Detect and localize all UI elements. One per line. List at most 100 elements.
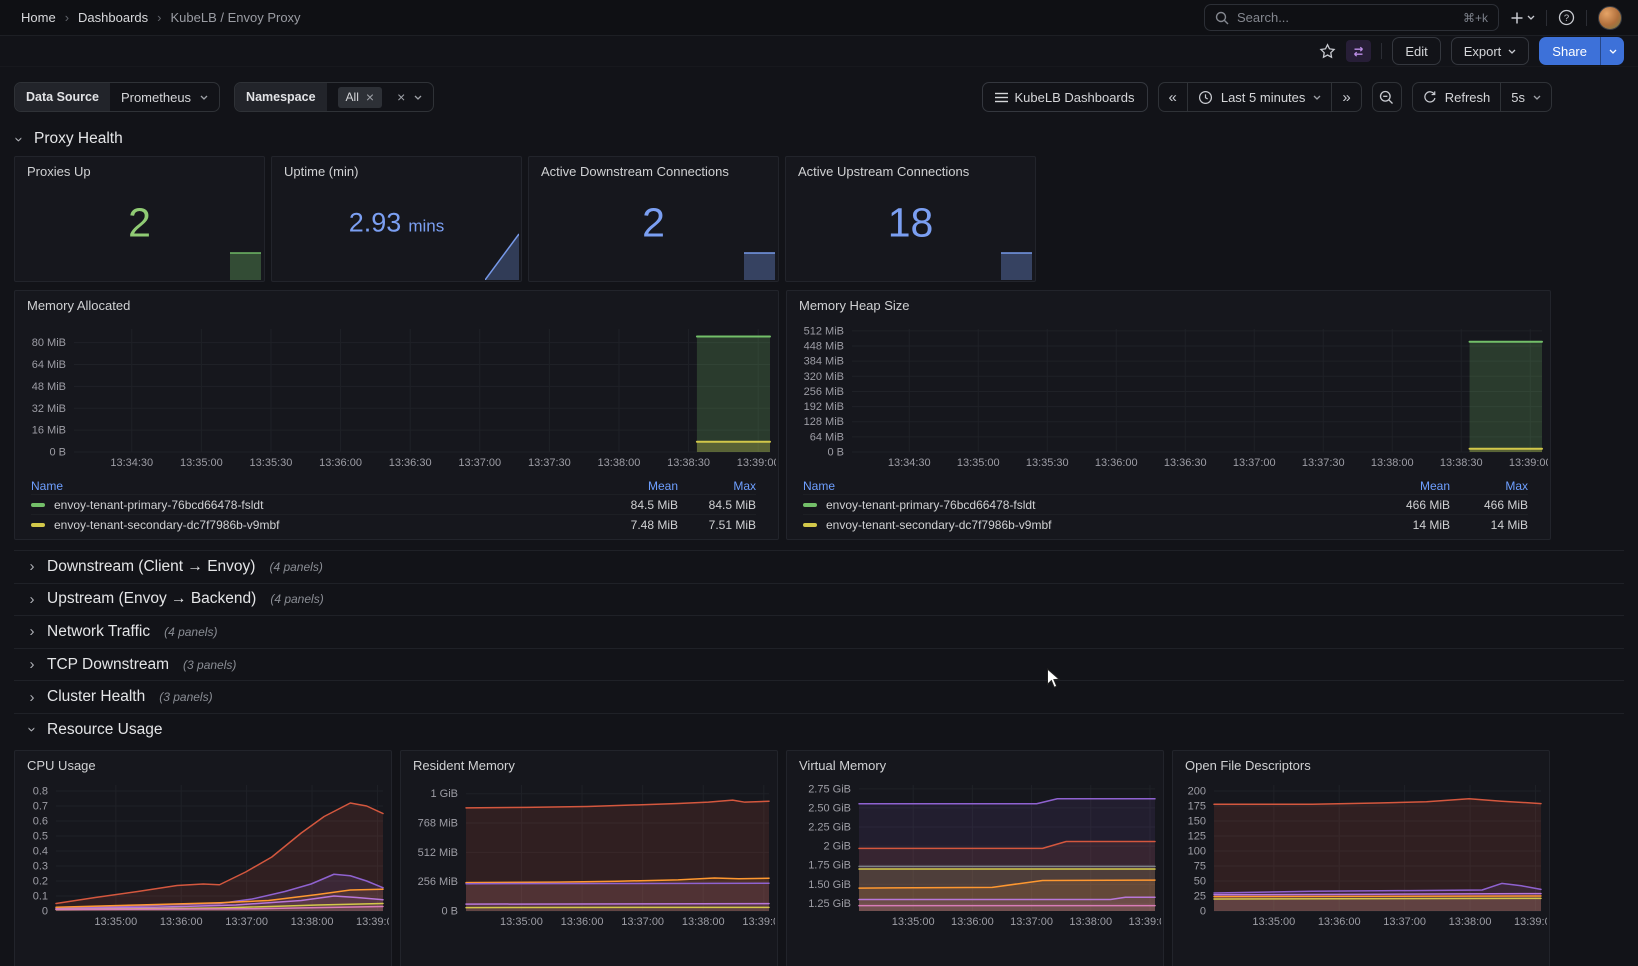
edit-button[interactable]: Edit — [1392, 37, 1441, 65]
stat-unit: mins — [408, 216, 445, 236]
time-controls: KubeLB Dashboards « Last 5 minutes » Ref… — [981, 82, 1552, 112]
time-picker-group: « Last 5 minutes » — [1157, 82, 1362, 112]
breadcrumb-item[interactable]: Home — [21, 10, 56, 25]
svg-text:13:36:00: 13:36:00 — [1318, 916, 1361, 928]
svg-text:0: 0 — [1200, 905, 1206, 917]
kubelb-dashboards-button[interactable]: KubeLB Dashboards — [981, 82, 1148, 112]
chevron-down-icon — [1313, 95, 1321, 100]
svg-text:13:35:00: 13:35:00 — [1252, 916, 1295, 928]
user-avatar[interactable] — [1598, 5, 1622, 30]
panel-title[interactable]: Memory Allocated — [27, 298, 131, 313]
legend-col-mean[interactable]: Mean — [647, 478, 678, 493]
time-shift-back-button[interactable]: « — [1168, 88, 1177, 106]
search-input[interactable]: Search... ⌘+k — [1204, 4, 1499, 31]
chip-close-icon[interactable]: × — [365, 89, 375, 105]
panel-title[interactable]: Virtual Memory — [799, 757, 887, 773]
stat-value: 18 — [887, 199, 934, 246]
swap-arrows-icon[interactable] — [1346, 40, 1372, 62]
legend-col-mean[interactable]: Mean — [1419, 478, 1450, 493]
sparkline — [1001, 252, 1032, 280]
stat-value: 2 — [128, 199, 151, 246]
svg-text:192 MiB: 192 MiB — [804, 401, 844, 413]
export-button[interactable]: Export — [1450, 37, 1530, 65]
datasource-select[interactable]: Prometheus — [110, 83, 219, 111]
panel-title[interactable]: Resident Memory — [413, 757, 515, 773]
chevron-down-icon — [1533, 95, 1541, 100]
section-panel-count: (4 panels) — [269, 559, 323, 574]
legend-col-max[interactable]: Max — [1505, 478, 1528, 493]
legend-col-name[interactable]: Name — [31, 478, 64, 493]
svg-text:13:35:00: 13:35:00 — [180, 457, 223, 469]
refresh-interval-select[interactable]: 5s — [1500, 83, 1551, 111]
search-placeholder: Search... — [1237, 10, 1290, 25]
svg-text:13:37:00: 13:37:00 — [621, 916, 664, 928]
sparkline — [230, 252, 261, 280]
panel-title[interactable]: Active Downstream Connections — [541, 164, 729, 179]
chevron-right-icon: › — [29, 688, 35, 706]
panel-title[interactable]: CPU Usage — [27, 757, 96, 773]
legend-mean-value: 7.48 MiB — [630, 517, 678, 532]
timeseries-chart[interactable]: 0 0.1 0.2 0.3 0.4 0.5 0.6 0.7 0.8 13:35:00 13:36:0… — [23, 779, 389, 931]
timeseries-chart[interactable]: 0 B 256 MiB 512 MiB 768 MiB 1 GiB 13:35:00 13:… — [409, 779, 775, 931]
svg-text:64 MiB: 64 MiB — [810, 431, 844, 443]
namespace-select[interactable]: All × × — [327, 83, 434, 111]
clear-all-icon[interactable]: × — [397, 89, 406, 105]
timeseries-chart[interactable]: 0 B 64 MiB 128 MiB 192 MiB 256 MiB 320 MiB 384… — [795, 323, 1548, 472]
legend-mean-value: 466 MiB — [1405, 497, 1450, 512]
time-shift-forward-button[interactable]: » — [1331, 83, 1360, 111]
chevron-down-icon — [1508, 49, 1516, 54]
svg-text:384 MiB: 384 MiB — [804, 356, 844, 368]
timeseries-chart[interactable]: 0 25 50 75 100 125 150 175 200 13:35:00 13:36:00 13… — [1181, 779, 1547, 931]
legend-series-name[interactable]: envoy-tenant-primary-76bcd66478-fsldt — [803, 498, 1372, 512]
svg-text:512 MiB: 512 MiB — [418, 846, 458, 858]
share-dropdown-button[interactable] — [1600, 37, 1624, 65]
section-row-collapsed[interactable]: › Network Traffic (4 panels) — [14, 615, 1624, 648]
time-range-picker[interactable]: Last 5 minutes — [1186, 83, 1332, 111]
svg-text:13:37:00: 13:37:00 — [225, 916, 268, 928]
panel-open-file-descriptors: Open File Descriptors 0 25 50 75 100 125 150 17… — [1172, 749, 1550, 966]
svg-text:0: 0 — [42, 905, 48, 917]
section-row-collapsed[interactable]: › Downstream (Client → Envoy) (4 panels) — [14, 550, 1624, 583]
section-title: Network Traffic — [47, 622, 151, 640]
zoom-out-button[interactable] — [1371, 82, 1402, 112]
section-resource-usage[interactable]: › Resource Usage — [14, 712, 1624, 746]
share-button[interactable]: Share — [1539, 37, 1600, 65]
section-row-collapsed[interactable]: › TCP Downstream (3 panels) — [14, 647, 1624, 681]
timeseries-chart[interactable]: 0 B 16 MiB 32 MiB 48 MiB 64 MiB 80 MiB 13:34:3… — [23, 323, 776, 472]
panel-virtual-memory: Virtual Memory 1.25 GiB 1.50 GiB 1.75 GiB 2… — [786, 749, 1164, 966]
namespace-chip[interactable]: All × — [337, 86, 383, 108]
section-panel-count: (3 panels) — [159, 690, 213, 705]
panel-title[interactable]: Uptime (min) — [284, 164, 359, 179]
star-icon[interactable] — [1319, 42, 1336, 60]
refresh-button[interactable]: Refresh — [1413, 83, 1501, 111]
svg-text:1 GiB: 1 GiB — [430, 788, 458, 800]
add-new-button[interactable] — [1510, 11, 1535, 25]
svg-text:100: 100 — [1188, 845, 1206, 857]
legend-series-name[interactable]: envoy-tenant-secondary-dc7f7986b-v9mbf — [803, 518, 1372, 532]
panel-title[interactable]: Proxies Up — [27, 164, 91, 179]
stat-value: 2.93 mins — [348, 207, 445, 238]
section-proxy-health[interactable]: › Proxy Health — [11, 128, 1624, 150]
help-icon[interactable]: ? — [1558, 9, 1575, 26]
svg-text:13:36:30: 13:36:30 — [389, 457, 432, 469]
svg-text:13:36:00: 13:36:00 — [1095, 457, 1138, 469]
resource-panels-row: CPU Usage 0 0.1 0.2 0.3 0.4 0.5 0.6 0.7 0.8 13:35… — [14, 749, 1638, 966]
panel-title[interactable]: Open File Descriptors — [1185, 757, 1311, 773]
svg-text:80 MiB: 80 MiB — [32, 337, 66, 349]
legend-col-max[interactable]: Max — [733, 478, 756, 493]
svg-text:13:38:00: 13:38:00 — [598, 457, 641, 469]
panel-title[interactable]: Memory Heap Size — [799, 298, 910, 313]
breadcrumb-item[interactable]: Dashboards — [78, 10, 149, 25]
legend-series-name[interactable]: envoy-tenant-secondary-dc7f7986b-v9mbf — [31, 518, 600, 532]
panel-title[interactable]: Active Upstream Connections — [798, 164, 970, 179]
section-row-collapsed[interactable]: › Cluster Health (3 panels) — [14, 680, 1624, 713]
legend-col-name[interactable]: Name — [803, 478, 836, 493]
legend-series-name[interactable]: envoy-tenant-primary-76bcd66478-fsldt — [31, 498, 600, 512]
timeseries-chart[interactable]: 1.25 GiB 1.50 GiB 1.75 GiB 2 GiB 2.25 GiB 2.5… — [795, 779, 1161, 931]
chevron-down-icon: › — [23, 727, 41, 733]
share-split-button: Share — [1539, 37, 1624, 65]
legend-row: envoy-tenant-primary-76bcd66478-fsldt 84… — [31, 494, 756, 514]
breadcrumb-item[interactable]: KubeLB / Envoy Proxy — [170, 10, 301, 25]
section-row-collapsed[interactable]: › Upstream (Envoy → Backend) (4 panels) — [14, 582, 1624, 616]
